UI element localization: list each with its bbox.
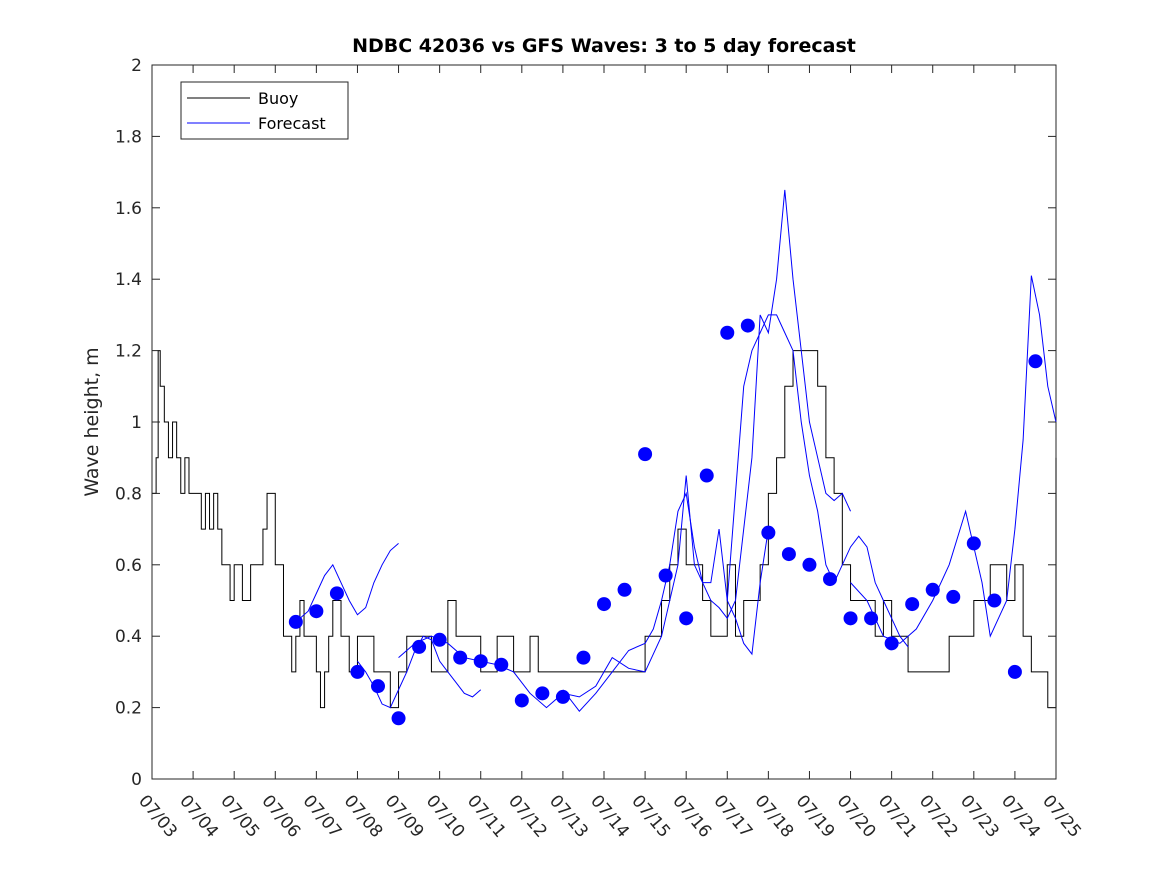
y-axis-ticks: 0 0.2 0.4 0.6 0.8 1 1.2 1.4 1.6 1.8 2 bbox=[115, 56, 1056, 790]
forecast-point bbox=[432, 632, 447, 647]
forecast-point bbox=[740, 318, 755, 333]
forecast-run-line bbox=[726, 314, 909, 648]
forecast-point bbox=[946, 589, 961, 604]
y-tick-label: 0.6 bbox=[115, 556, 142, 576]
forecast-point bbox=[987, 593, 1002, 608]
forecast-run-line bbox=[562, 491, 769, 712]
forecast-point bbox=[309, 604, 324, 619]
forecast-point bbox=[905, 597, 920, 612]
y-tick-label: 0 bbox=[131, 770, 142, 790]
y-tick-label: 1.6 bbox=[115, 199, 142, 219]
forecast-point bbox=[329, 586, 344, 601]
forecast-point bbox=[699, 468, 714, 483]
forecast-point bbox=[576, 650, 591, 665]
forecast-point bbox=[494, 657, 509, 672]
legend-box bbox=[180, 81, 349, 140]
y-tick-label: 1 bbox=[131, 413, 142, 433]
y-axis-label: Wave height, m bbox=[81, 347, 103, 496]
forecast-point bbox=[473, 654, 488, 669]
forecast-point bbox=[597, 597, 611, 612]
forecast-point bbox=[1028, 354, 1043, 369]
forecast-point bbox=[638, 447, 653, 462]
chart-title: NDBC 42036 vs GFS Waves: 3 to 5 day fore… bbox=[352, 35, 856, 57]
forecast-run-line bbox=[299, 543, 399, 619]
plot-area bbox=[151, 64, 1057, 780]
forecast-point bbox=[864, 611, 879, 626]
forecast-point bbox=[288, 614, 303, 629]
points-layer bbox=[288, 318, 1043, 726]
forecast-point bbox=[884, 636, 899, 651]
forecast-point bbox=[925, 582, 940, 597]
y-tick-label: 1.2 bbox=[115, 342, 142, 362]
buoy-series-line bbox=[152, 350, 1057, 709]
forecast-point bbox=[514, 693, 529, 708]
legend: Buoy Forecast bbox=[180, 81, 349, 140]
y-tick-label: 0.2 bbox=[115, 699, 142, 719]
y-tick-label: 1.4 bbox=[115, 270, 142, 290]
forecast-point bbox=[966, 536, 981, 551]
y-tick-label: 0.4 bbox=[115, 627, 142, 647]
forecast-point bbox=[412, 639, 427, 654]
legend-forecast-label: Forecast bbox=[258, 114, 326, 133]
forecast-point bbox=[350, 664, 365, 679]
forecast-run-line bbox=[850, 275, 1057, 644]
forecast-point bbox=[802, 557, 817, 572]
forecast-run-line bbox=[644, 189, 851, 673]
forecast-point bbox=[679, 611, 694, 626]
forecast-point bbox=[761, 525, 776, 540]
forecast-point bbox=[391, 711, 406, 726]
series-layer bbox=[152, 189, 1057, 712]
forecast-point bbox=[843, 611, 858, 626]
forecast-point bbox=[720, 325, 735, 340]
forecast-point bbox=[617, 582, 632, 597]
forecast-point bbox=[1007, 664, 1022, 679]
forecast-point bbox=[781, 547, 796, 562]
forecast-point bbox=[535, 686, 550, 701]
y-tick-label: 0.8 bbox=[115, 484, 142, 504]
forecast-point bbox=[823, 572, 837, 587]
forecast-point bbox=[555, 689, 570, 704]
forecast-point bbox=[658, 568, 673, 583]
legend-buoy-label: Buoy bbox=[258, 89, 298, 108]
y-tick-label: 1.8 bbox=[115, 127, 142, 147]
forecast-point bbox=[453, 650, 468, 665]
forecast-point bbox=[371, 679, 385, 694]
y-tick-label: 2 bbox=[131, 56, 142, 76]
